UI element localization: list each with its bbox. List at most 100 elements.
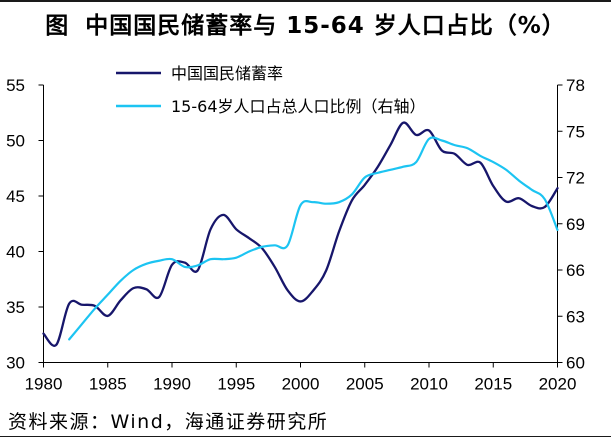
left-y-tick-label: 50 [6,132,25,151]
working-age-share-point [388,167,393,172]
right-y-tick-label: 69 [566,215,585,234]
x-tick-label: 1985 [89,375,127,394]
working-age-share-point [478,153,483,158]
savings-rate-point [54,342,59,347]
chart-axes: 30 35 40 45 50 55 60 63 66 69 72 75 78 1980 1985 1990 19… [6,76,585,394]
savings-rate-point [362,182,367,187]
savings-rate-point [555,186,560,191]
chart-series [41,120,560,347]
top-border-rule [0,0,611,2]
savings-rate-point [465,162,470,167]
source-note: 资料来源：Wind，海通证券研究所 [8,411,329,433]
savings-rate-point [414,132,419,137]
working-age-share-point [337,200,342,205]
savings-rate-point [491,184,496,189]
savings-rate-point [375,165,380,170]
savings-rate-point [337,229,342,234]
working-age-share-point [491,160,496,165]
right-y-tick-label: 60 [566,354,585,373]
working-age-share-point [208,257,213,262]
x-tick-label: 2015 [474,375,512,394]
working-age-share-point [349,192,354,197]
savings-rate-point [324,268,329,273]
savings-rate-point [401,120,406,125]
working-age-share-point [272,243,277,248]
working-age-share-point [324,201,329,206]
bottom-border-rule [0,436,611,437]
savings-rate-point [182,260,187,265]
savings-rate-point [234,227,239,232]
working-age-share-point [516,178,521,183]
savings-rate-point [285,288,290,293]
savings-rate-point [542,205,547,210]
savings-rate-point [195,268,200,273]
working-age-share-point [414,160,419,165]
working-age-share-point [311,200,316,205]
savings-rate-point [311,288,316,293]
savings-rate-point [208,227,213,232]
working-age-share-point [80,321,85,326]
x-tick-label: 1980 [25,375,63,394]
savings-rate-point [478,160,483,165]
savings-rate-point [157,295,162,300]
working-age-share-point [439,138,444,143]
savings-rate-point [80,302,85,307]
series-line-working-age-share [68,136,559,341]
x-tick-label: 1990 [153,375,191,394]
savings-rate-point [439,148,444,153]
x-tick-label: 2000 [282,375,320,394]
series-working-age-share [67,136,560,342]
working-age-share-point [375,170,380,175]
working-age-share-point [247,249,252,254]
x-tick-label: 2010 [410,375,448,394]
savings-rate-point [516,196,521,201]
working-age-share-point [92,306,97,311]
working-age-share-point [401,164,406,169]
right-y-tick-label: 78 [566,76,585,95]
working-age-share-point [504,167,509,172]
savings-rate-point [67,301,72,306]
right-y-tick-label: 66 [566,261,585,280]
working-age-share-point [285,243,290,248]
working-age-share-point [362,175,367,180]
left-y-tick-label: 45 [6,187,25,206]
savings-rate-point [388,142,393,147]
savings-rate-point [504,199,509,204]
chart-title-text: 中国国民储蓄率与 15-64 岁人口占比（%） [85,13,566,39]
savings-rate-point [452,151,457,156]
working-age-share-point [555,227,560,232]
savings-rate-point [272,265,277,270]
chart-legend: 中国国民储蓄率 15-64岁人口占总人口比例（右轴） [116,64,426,116]
savings-rate-point [131,286,136,291]
savings-rate-point [105,313,110,318]
figure-label: 图 [45,13,70,39]
working-age-share-point [105,292,110,297]
working-age-share-point [234,255,239,260]
savings-rate-point [144,287,149,292]
working-age-share-point [67,337,72,342]
left-y-tick-label: 35 [6,298,25,317]
working-age-share-point [195,263,200,268]
working-age-share-point [465,146,470,151]
working-age-share-point [298,203,303,208]
working-age-share-point [529,187,534,192]
savings-rate-point [41,331,46,336]
left-y-tick-label: 55 [6,76,25,95]
working-age-share-point [427,136,432,141]
savings-rate-point [427,128,432,133]
working-age-share-point [131,268,136,273]
working-age-share-point [452,143,457,148]
legend-label-working-age-share: 15-64岁人口占总人口比例（右轴） [171,97,426,116]
savings-rate-point [221,212,226,217]
series-savings-rate [41,120,560,347]
working-age-share-point [118,278,123,283]
left-y-tick-label: 40 [6,243,25,262]
x-tick-label: 2020 [539,375,577,394]
x-tick-label: 1995 [217,375,255,394]
working-age-share-point [170,257,175,262]
savings-rate-point [170,262,175,267]
savings-rate-point [529,203,534,208]
working-age-share-point [259,244,264,249]
working-age-share-point [144,261,149,266]
